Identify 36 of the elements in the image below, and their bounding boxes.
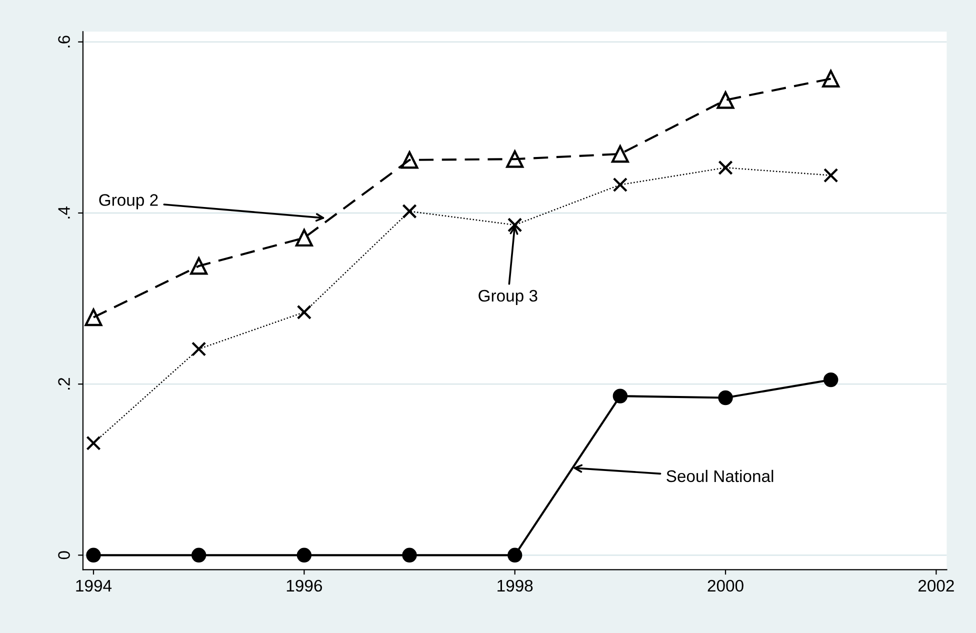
point — [823, 372, 838, 388]
point — [296, 304, 312, 320]
point — [612, 177, 628, 192]
annotation: Group 2 — [99, 194, 158, 210]
y-tick-label: 0 — [58, 551, 70, 560]
x-tick-label: 2000 — [708, 580, 744, 592]
x-tick-label: 1996 — [286, 580, 322, 592]
x-tick-label: 1994 — [76, 580, 112, 592]
point — [612, 388, 628, 404]
point — [190, 257, 208, 275]
point — [295, 229, 313, 247]
point — [822, 70, 840, 88]
point — [191, 548, 206, 563]
point — [296, 548, 312, 563]
x-tick-label: 2002 — [918, 580, 954, 592]
y-tick-label: .4 — [58, 206, 70, 218]
point — [718, 160, 733, 176]
point — [86, 548, 101, 563]
y-tick-label: .2 — [58, 378, 70, 390]
point — [718, 390, 733, 406]
point — [191, 342, 206, 356]
point — [506, 150, 524, 168]
point — [507, 218, 522, 232]
x-tick-label: 1998 — [498, 580, 533, 592]
point — [402, 204, 417, 219]
point — [400, 151, 418, 169]
y-tick-label: .6 — [58, 36, 70, 48]
point — [507, 548, 522, 563]
point — [716, 91, 734, 109]
annotation: Group 3 — [478, 290, 538, 305]
annotation: Seoul National — [666, 470, 774, 482]
point — [402, 548, 417, 563]
point — [611, 145, 629, 163]
point — [86, 436, 101, 450]
point — [84, 308, 102, 326]
point — [823, 168, 838, 183]
